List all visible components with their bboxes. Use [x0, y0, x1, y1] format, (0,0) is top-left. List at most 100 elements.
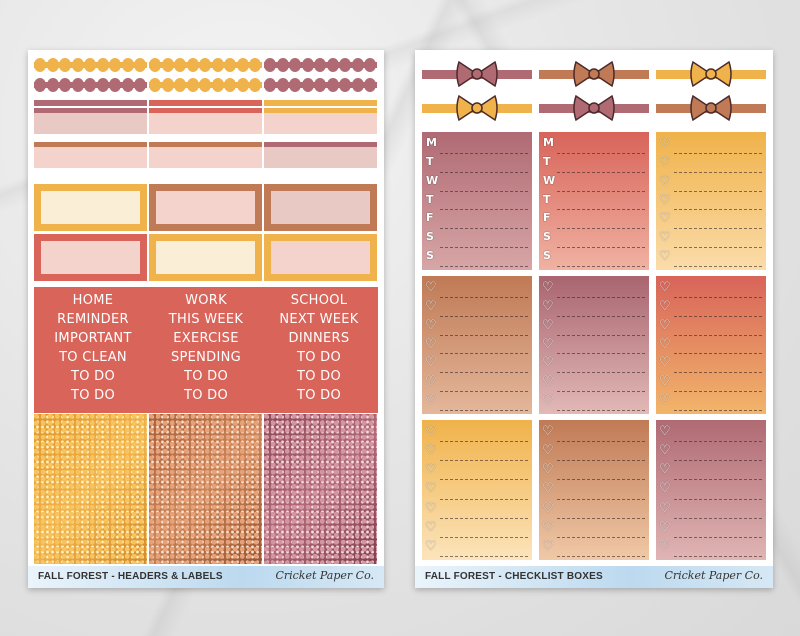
label-word[interactable]: WORK: [185, 293, 227, 308]
checklist-box[interactable]: ♡ ♡ ♡ ♡ ♡ ♡ ♡: [656, 420, 766, 560]
heart-checkbox-icon[interactable]: ♡: [659, 518, 671, 534]
checklist-box[interactable]: ♡ ♡ ♡ ♡ ♡ ♡ ♡: [539, 420, 649, 560]
checklist-box[interactable]: ♡ ♡ ♡ ♡ ♡ ♡ ♡: [539, 276, 649, 414]
label-word[interactable]: TO DO: [183, 388, 229, 403]
heart-checkbox-icon[interactable]: ♡: [659, 191, 671, 207]
label-word[interactable]: REMINDER: [57, 312, 129, 327]
label-word[interactable]: TO DO: [296, 388, 342, 403]
checklist-box[interactable]: ♡ ♡ ♡ ♡ ♡ ♡ ♡: [422, 276, 532, 414]
header-strip[interactable]: [34, 142, 147, 168]
header-strip[interactable]: [264, 142, 377, 168]
scallop-dot: [84, 78, 96, 92]
heart-checkbox-icon[interactable]: ♡: [542, 423, 554, 438]
header-strip[interactable]: [264, 108, 377, 134]
scallop-dot: [249, 78, 261, 92]
checklist-box[interactable]: ♡ ♡ ♡ ♡ ♡ ♡ ♡: [656, 276, 766, 414]
heart-checkbox-icon[interactable]: ♡: [542, 518, 554, 534]
label-word[interactable]: DINNERS: [288, 331, 350, 346]
checklist-line: [674, 517, 762, 519]
heart-checkbox-icon[interactable]: ♡: [659, 373, 671, 389]
scallop-dot: [96, 58, 109, 72]
heart-checkbox-icon[interactable]: ♡: [659, 335, 671, 351]
heart-checkbox-icon[interactable]: ♡: [542, 442, 554, 458]
heart-checkbox-icon[interactable]: ♡: [659, 392, 671, 408]
label-word[interactable]: TO DO: [70, 369, 116, 384]
label-word[interactable]: NEXT WEEK: [279, 312, 359, 327]
heart-checkbox-icon[interactable]: ♡: [659, 135, 671, 150]
heart-checkbox-icon[interactable]: ♡: [542, 461, 554, 477]
label-word[interactable]: IMPORTANT: [54, 331, 132, 346]
heart-checkbox-icon[interactable]: ♡: [425, 354, 437, 370]
glitter-swatch-mauve[interactable]: [264, 414, 377, 564]
heart-checkbox-icon[interactable]: ♡: [659, 279, 671, 294]
heart-checkbox-icon[interactable]: ♡: [542, 373, 554, 389]
framed-box[interactable]: [264, 234, 377, 281]
heart-checkbox-icon[interactable]: ♡: [425, 537, 437, 553]
heart-checkbox-icon[interactable]: ♡: [659, 153, 671, 169]
heart-checkbox-icon[interactable]: ♡: [425, 392, 437, 408]
heart-checkbox-icon[interactable]: ♡: [425, 423, 437, 438]
label-word[interactable]: TO DO: [296, 369, 342, 384]
heart-checkbox-icon[interactable]: ♡: [542, 297, 554, 313]
heart-checkbox-icon[interactable]: ♡: [542, 480, 554, 496]
heart-checkbox-icon[interactable]: ♡: [542, 537, 554, 553]
scallop-dot: [351, 58, 364, 72]
label-word[interactable]: TO CLEAN: [59, 350, 127, 365]
checklist-box[interactable]: ♡ ♡ ♡ ♡ ♡ ♡ ♡: [656, 132, 766, 270]
glitter-swatch-gold[interactable]: [34, 414, 147, 564]
heart-checkbox-icon[interactable]: ♡: [659, 248, 671, 264]
checklist-line: [674, 441, 762, 443]
framed-box[interactable]: [264, 184, 377, 231]
framed-box[interactable]: [34, 184, 147, 231]
heart-checkbox-icon[interactable]: ♡: [659, 537, 671, 553]
heart-checkbox-icon[interactable]: ♡: [425, 316, 437, 332]
glitter-swatch-copper[interactable]: [149, 414, 262, 564]
header-strip[interactable]: [149, 108, 262, 134]
label-word[interactable]: TO DO: [296, 350, 342, 365]
heart-checkbox-icon[interactable]: ♡: [659, 461, 671, 477]
framed-box[interactable]: [149, 184, 262, 231]
heart-checkbox-icon[interactable]: ♡: [659, 499, 671, 515]
heart-checkbox-icon[interactable]: ♡: [542, 392, 554, 408]
heart-checkbox-icon[interactable]: ♡: [659, 423, 671, 438]
heart-checkbox-icon[interactable]: ♡: [542, 499, 554, 515]
label-word[interactable]: THIS WEEK: [168, 312, 244, 327]
label-word[interactable]: TO DO: [70, 388, 116, 403]
heart-checkbox-icon[interactable]: ♡: [659, 297, 671, 313]
heart-checkbox-icon[interactable]: ♡: [659, 354, 671, 370]
heart-checkbox-icon[interactable]: ♡: [659, 480, 671, 496]
heart-checkbox-icon[interactable]: ♡: [542, 279, 554, 294]
heart-checkbox-icon[interactable]: ♡: [425, 297, 437, 313]
label-word[interactable]: TO DO: [183, 369, 229, 384]
heart-checkbox-icon[interactable]: ♡: [425, 442, 437, 458]
header-strip[interactable]: [149, 142, 262, 168]
checklist-box[interactable]: ♡ ♡ ♡ ♡ ♡ ♡ ♡: [422, 420, 532, 560]
header-bar[interactable]: [264, 100, 377, 106]
heart-checkbox-icon[interactable]: ♡: [425, 518, 437, 534]
heart-checkbox-icon[interactable]: ♡: [659, 172, 671, 188]
header-bar[interactable]: [34, 100, 147, 106]
heart-checkbox-icon[interactable]: ♡: [425, 279, 437, 294]
heart-checkbox-icon[interactable]: ♡: [425, 480, 437, 496]
heart-checkbox-icon[interactable]: ♡: [425, 373, 437, 389]
header-strip[interactable]: [34, 108, 147, 134]
label-word[interactable]: HOME: [72, 293, 114, 308]
header-bar[interactable]: [149, 100, 262, 106]
heart-checkbox-icon[interactable]: ♡: [659, 210, 671, 226]
heart-checkbox-icon[interactable]: ♡: [542, 354, 554, 370]
framed-box[interactable]: [34, 234, 147, 281]
label-word[interactable]: EXERCISE: [173, 331, 239, 346]
label-word[interactable]: SCHOOL: [290, 293, 348, 308]
heart-checkbox-icon[interactable]: ♡: [425, 335, 437, 351]
heart-checkbox-icon[interactable]: ♡: [659, 442, 671, 458]
heart-checkbox-icon[interactable]: ♡: [425, 499, 437, 515]
heart-checkbox-icon[interactable]: ♡: [659, 316, 671, 332]
heart-checkbox-icon[interactable]: ♡: [659, 229, 671, 245]
heart-checkbox-icon[interactable]: ♡: [425, 461, 437, 477]
heart-checkbox-icon[interactable]: ♡: [542, 335, 554, 351]
label-word[interactable]: SPENDING: [170, 350, 242, 365]
heart-checkbox-icon[interactable]: ♡: [542, 316, 554, 332]
framed-box[interactable]: [149, 234, 262, 281]
